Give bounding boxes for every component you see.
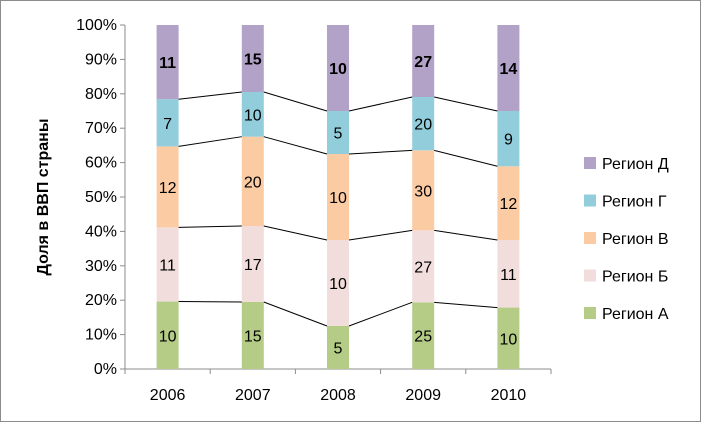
bar-segment — [497, 166, 520, 240]
axes: 0% 10% 20% 30% 40% 50% 60% 70% 80% 90% 100% 2006 200… — [76, 17, 552, 404]
series-line — [178, 91, 242, 100]
data-label: 5 — [334, 341, 343, 358]
data-label: 7 — [163, 116, 172, 133]
data-label: 12 — [500, 196, 518, 213]
bar-segment — [241, 226, 264, 302]
series-line — [348, 149, 413, 155]
bar-segment — [241, 92, 264, 137]
bars — [156, 25, 520, 369]
bar-segment — [156, 146, 179, 228]
data-label: 15 — [244, 328, 262, 345]
bar-segment — [412, 230, 435, 303]
bar-segment — [412, 150, 435, 231]
data-label: 10 — [329, 276, 347, 293]
x-tick-label: 2010 — [491, 387, 527, 404]
data-label: 30 — [414, 183, 432, 200]
bar-segment — [156, 301, 179, 369]
bar-segment — [497, 307, 520, 369]
series-line — [263, 301, 328, 327]
y-tick-label: 0% — [94, 361, 117, 378]
legend-label: Регион Г — [602, 194, 667, 211]
x-tick-label: 2009 — [405, 387, 441, 404]
legend-label: Регион В — [602, 231, 669, 248]
x-tick-label: 2007 — [235, 387, 271, 404]
data-label: 11 — [159, 257, 176, 274]
data-label: 27 — [414, 54, 432, 71]
data-labels: 10 11 12 7 11 15 17 20 10 15 5 10 10 5 10 25 27 30 20 27 10 1… — [159, 52, 518, 358]
y-tick-label: 50% — [85, 189, 117, 206]
series-line — [348, 229, 413, 241]
bar-segment — [156, 25, 179, 100]
data-label: 20 — [414, 117, 432, 134]
legend-label: Регион А — [602, 306, 669, 323]
data-label: 17 — [244, 257, 262, 274]
series-line — [434, 96, 498, 112]
series-line — [348, 301, 413, 327]
legend-swatch — [584, 269, 596, 282]
data-label: 10 — [329, 61, 347, 78]
y-tick-label: 90% — [85, 51, 117, 68]
legend-label: Регион Д — [602, 156, 669, 173]
data-label: 11 — [500, 267, 517, 284]
data-label: 5 — [334, 126, 343, 143]
series-line — [263, 136, 328, 155]
data-label: 10 — [244, 107, 262, 124]
bar-segment — [327, 326, 349, 369]
data-label: 15 — [244, 52, 262, 69]
y-tick-label: 10% — [85, 327, 117, 344]
y-tick-label: 80% — [85, 86, 117, 103]
bar-segment — [327, 111, 349, 154]
bar-segment — [241, 301, 264, 369]
series-line — [263, 225, 328, 241]
y-tick-label: 70% — [85, 120, 117, 137]
data-label: 14 — [500, 61, 518, 78]
y-tick-label: 40% — [85, 223, 117, 240]
data-label: 11 — [159, 55, 176, 72]
bar-segment — [156, 227, 179, 302]
series-line — [178, 136, 242, 147]
bar-segment — [497, 111, 520, 167]
series-line — [178, 225, 242, 228]
bar-segment — [497, 240, 520, 308]
y-tick-label: 60% — [85, 155, 117, 172]
legend-swatch — [584, 232, 596, 244]
series-line — [348, 96, 413, 112]
bar-segment — [412, 302, 435, 369]
legend-swatch — [584, 157, 596, 169]
y-tick-label: 100% — [76, 17, 117, 34]
bar-segment — [241, 136, 264, 227]
series-line — [434, 149, 498, 167]
y-axis-title: Доля в ВВП страны — [35, 119, 52, 276]
legend-swatch — [584, 307, 596, 319]
bar-segment — [327, 240, 349, 326]
data-label: 27 — [414, 259, 432, 276]
data-label: 25 — [414, 329, 432, 346]
legend-swatch — [584, 194, 596, 207]
bar-segment — [327, 25, 349, 111]
data-label: 10 — [329, 190, 347, 207]
bar-segment — [156, 99, 179, 147]
series-lines — [178, 91, 498, 327]
series-line — [434, 229, 498, 241]
x-tick-label: 2006 — [150, 387, 186, 404]
series-line — [263, 91, 328, 112]
bar-segment — [497, 25, 520, 111]
data-label: 10 — [159, 328, 177, 345]
data-label: 12 — [159, 180, 177, 197]
y-tick-label: 30% — [85, 258, 117, 275]
legend: Регион Д Регион Г Регион В Регион Б Регион А — [584, 156, 669, 323]
bar-segment — [327, 154, 349, 240]
series-line — [434, 301, 498, 309]
legend-label: Регион Б — [602, 269, 668, 286]
y-tick-label: 20% — [85, 292, 117, 309]
bar-segment — [412, 25, 435, 97]
data-label: 9 — [504, 132, 513, 149]
data-label: 10 — [500, 331, 518, 348]
bar-segment — [241, 25, 264, 93]
data-label: 20 — [244, 174, 262, 191]
bar-segment — [412, 97, 435, 151]
x-tick-label: 2008 — [320, 387, 356, 404]
